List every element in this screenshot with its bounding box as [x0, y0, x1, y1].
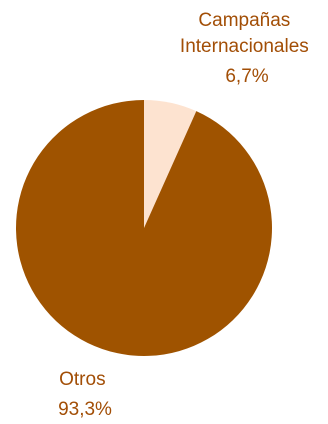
slice-label-otros: Otros 93,3%	[58, 369, 112, 420]
slice-value-label: 93,3%	[58, 399, 112, 420]
slice-label-line: Otros	[59, 369, 105, 390]
pie-slice-campanas-internacionales	[144, 100, 197, 228]
pie-slices	[15, 100, 272, 356]
slice-label-line: Internacionales	[180, 36, 309, 57]
slice-label-campanas-internacionales: Campañas Internacionales 6,7%	[180, 10, 314, 87]
pie-slice-otros	[15, 100, 272, 356]
slice-label-line: Campañas	[198, 10, 290, 31]
slice-value-label: 6,7%	[225, 66, 268, 87]
